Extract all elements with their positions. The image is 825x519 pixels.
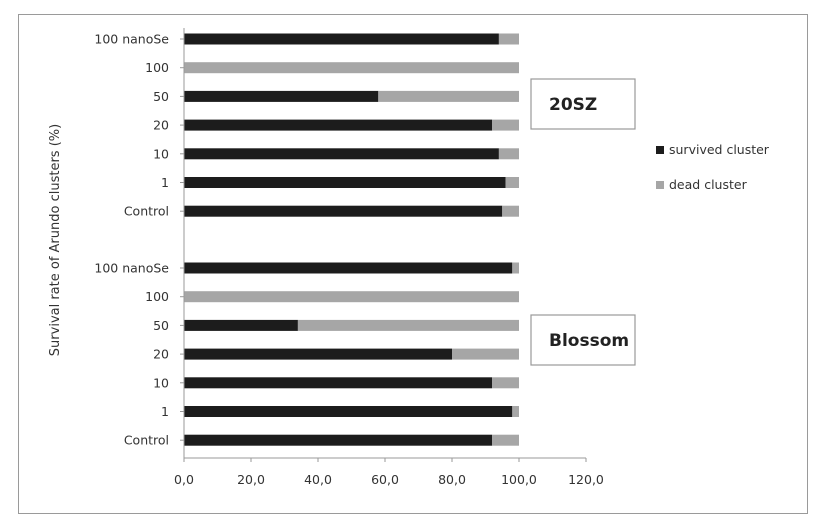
category-label: 10 — [153, 146, 169, 161]
bar-survived — [184, 262, 513, 274]
bar-dead — [512, 406, 519, 417]
category-label: 100 nanoSe — [94, 261, 169, 276]
bar-dead — [512, 262, 519, 274]
x-tick-label: 60,0 — [371, 472, 399, 487]
bar-survived — [184, 177, 506, 188]
x-tick-label: 20,0 — [237, 472, 265, 487]
bar-survived — [184, 119, 493, 131]
panel-label: 20SZ — [549, 95, 597, 115]
category-label: Control — [124, 204, 169, 219]
legend: survived cluster dead cluster — [656, 142, 770, 192]
x-tick-label: 40,0 — [304, 472, 332, 487]
bar-dead — [452, 348, 519, 360]
legend-label: survived cluster — [669, 142, 770, 157]
panel-label-box — [530, 78, 636, 130]
bar-survived — [184, 148, 499, 160]
bar-dead — [184, 62, 519, 74]
bar-dead — [498, 148, 519, 160]
y-axis-label: Survival rate of Arundo clusters (%) — [48, 124, 63, 356]
x-tick-label: 0,0 — [174, 472, 194, 487]
bar-dead — [492, 119, 519, 131]
category-label: 1 — [161, 404, 169, 419]
chart-frame — [18, 14, 808, 514]
bar-survived — [184, 205, 503, 217]
category-labels: 100 nanoSe 100 50 20 10 1 Control 100 nanoSe 100… — [94, 32, 184, 448]
legend-swatch — [656, 181, 664, 189]
legend-label: dead cluster — [669, 177, 748, 192]
category-label: 50 — [153, 318, 169, 333]
bar-survived — [184, 33, 499, 45]
category-label: 50 — [153, 89, 169, 104]
bar-survived — [184, 348, 452, 360]
category-label: 100 nanoSe — [94, 32, 169, 47]
category-label: Control — [124, 433, 169, 448]
legend-swatch — [656, 146, 664, 154]
panel-label: Blossom — [549, 331, 629, 351]
bar-survived — [184, 434, 493, 446]
bar-dead — [505, 177, 519, 188]
x-axis: 0,0 20,0 40,0 60,0 80,0 100,0 120,0 — [174, 28, 604, 487]
bars-layer — [184, 33, 519, 446]
x-tick-label: 80,0 — [438, 472, 466, 487]
category-label: 10 — [153, 375, 169, 390]
category-label: 20 — [153, 347, 169, 362]
category-label: 20 — [153, 118, 169, 133]
bar-dead — [492, 377, 519, 389]
bar-survived — [184, 319, 298, 331]
category-label: 100 — [145, 289, 169, 304]
bar-dead — [378, 90, 519, 102]
bar-dead — [492, 434, 519, 446]
bar-dead — [502, 205, 519, 217]
bar-survived — [184, 377, 493, 389]
bar-dead — [184, 291, 519, 303]
x-tick-label: 100,0 — [501, 472, 537, 487]
x-tick-label: 120,0 — [568, 472, 604, 487]
bar-survived — [184, 406, 513, 417]
panel-labels: 20SZ Blossom — [530, 78, 636, 366]
bar-dead — [297, 319, 519, 331]
category-label: 1 — [161, 175, 169, 190]
bar-survived — [184, 90, 379, 102]
category-label: 100 — [145, 60, 169, 75]
bar-dead — [498, 33, 519, 45]
panel-label-box — [530, 314, 636, 366]
